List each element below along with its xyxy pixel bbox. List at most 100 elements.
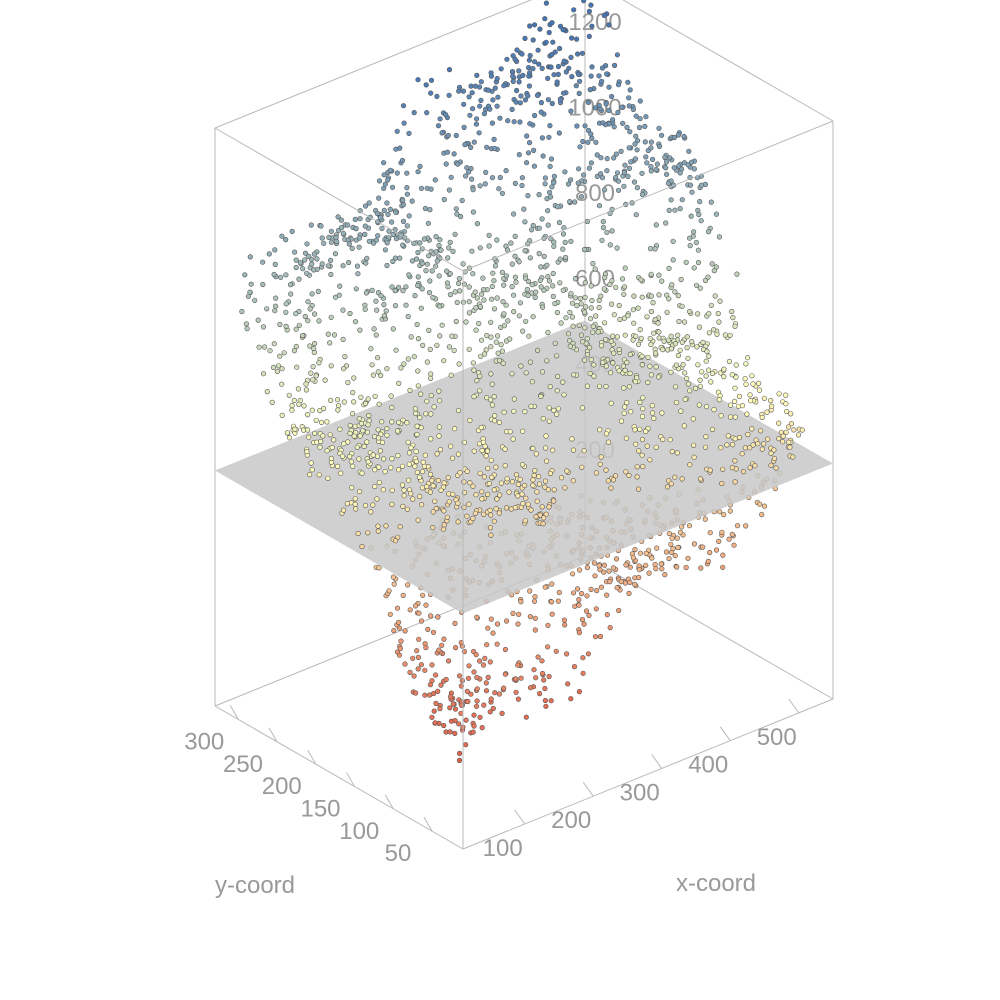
data-point bbox=[669, 535, 675, 541]
data-point bbox=[427, 346, 433, 353]
data-point bbox=[394, 170, 400, 176]
data-point bbox=[593, 313, 599, 319]
data-point bbox=[556, 130, 562, 136]
data-point bbox=[260, 324, 267, 330]
data-point bbox=[696, 402, 702, 408]
data-point bbox=[570, 447, 577, 453]
data-point bbox=[685, 355, 691, 361]
data-point bbox=[455, 500, 461, 506]
data-point bbox=[522, 248, 528, 254]
data-point bbox=[634, 147, 640, 153]
data-point bbox=[274, 368, 281, 375]
data-point bbox=[513, 87, 520, 94]
data-point bbox=[449, 455, 456, 461]
data-point bbox=[281, 350, 287, 356]
data-point bbox=[640, 395, 646, 401]
data-point bbox=[484, 333, 490, 339]
data-point bbox=[503, 505, 510, 511]
data-point bbox=[581, 247, 588, 253]
data-point bbox=[384, 262, 390, 269]
data-point bbox=[672, 341, 679, 347]
data-point bbox=[309, 261, 315, 267]
data-point bbox=[633, 212, 639, 218]
data-point bbox=[613, 151, 619, 157]
data-point bbox=[593, 470, 600, 476]
data-point bbox=[444, 268, 450, 274]
data-point bbox=[510, 292, 517, 298]
data-point bbox=[580, 670, 586, 676]
data-point bbox=[608, 301, 615, 307]
data-point bbox=[376, 565, 382, 571]
data-point bbox=[560, 27, 566, 33]
data-point bbox=[596, 383, 603, 389]
data-point bbox=[533, 514, 539, 520]
data-point bbox=[277, 321, 283, 328]
data-point bbox=[705, 367, 712, 373]
data-point bbox=[671, 134, 677, 141]
data-point bbox=[455, 161, 461, 167]
data-point bbox=[461, 101, 467, 107]
data-point bbox=[293, 264, 299, 271]
data-point bbox=[311, 251, 318, 257]
data-point bbox=[610, 360, 616, 366]
data-point bbox=[404, 223, 410, 229]
data-point bbox=[446, 658, 452, 664]
data-point bbox=[784, 408, 790, 415]
data-point bbox=[795, 432, 802, 438]
data-point bbox=[616, 607, 622, 614]
data-point bbox=[596, 203, 603, 209]
data-point bbox=[615, 178, 622, 184]
data-point bbox=[464, 468, 470, 475]
data-point bbox=[477, 183, 483, 189]
data-point bbox=[624, 359, 630, 366]
data-point bbox=[507, 336, 513, 342]
data-point bbox=[705, 274, 711, 280]
data-point bbox=[513, 676, 519, 682]
data-point bbox=[783, 401, 789, 407]
data-point bbox=[697, 383, 703, 389]
data-point bbox=[618, 418, 625, 424]
data-point bbox=[482, 181, 488, 187]
data-point bbox=[645, 354, 651, 360]
data-point bbox=[264, 389, 270, 395]
data-point bbox=[487, 709, 493, 715]
data-point bbox=[679, 197, 685, 203]
data-point bbox=[494, 103, 500, 109]
data-point bbox=[621, 284, 628, 290]
data-point bbox=[296, 276, 302, 282]
data-point bbox=[648, 271, 654, 277]
data-point bbox=[448, 372, 454, 378]
data-point bbox=[493, 506, 499, 512]
data-point bbox=[341, 399, 347, 405]
data-point bbox=[445, 255, 451, 261]
data-point bbox=[424, 261, 430, 267]
data-point bbox=[542, 484, 548, 490]
data-point bbox=[552, 301, 558, 307]
data-point bbox=[626, 590, 632, 597]
data-point bbox=[681, 133, 687, 140]
data-point bbox=[747, 392, 753, 398]
data-point bbox=[587, 86, 593, 93]
data-point bbox=[354, 444, 360, 450]
data-point bbox=[688, 213, 694, 219]
data-point bbox=[393, 146, 399, 152]
data-point bbox=[433, 234, 439, 240]
data-point bbox=[647, 363, 653, 369]
data-point bbox=[703, 404, 710, 410]
data-point bbox=[430, 509, 436, 515]
data-point bbox=[649, 555, 655, 561]
box-edge bbox=[462, 698, 834, 850]
data-point bbox=[724, 442, 730, 448]
data-point bbox=[341, 441, 347, 447]
data-point bbox=[515, 696, 522, 702]
data-point bbox=[516, 79, 522, 85]
data-point bbox=[413, 448, 419, 455]
data-point bbox=[406, 213, 412, 219]
data-point bbox=[349, 245, 355, 251]
data-point bbox=[580, 655, 586, 661]
data-point bbox=[312, 311, 318, 317]
data-point bbox=[687, 182, 694, 188]
data-point bbox=[607, 624, 613, 631]
data-point bbox=[504, 476, 510, 482]
data-point bbox=[501, 282, 507, 288]
